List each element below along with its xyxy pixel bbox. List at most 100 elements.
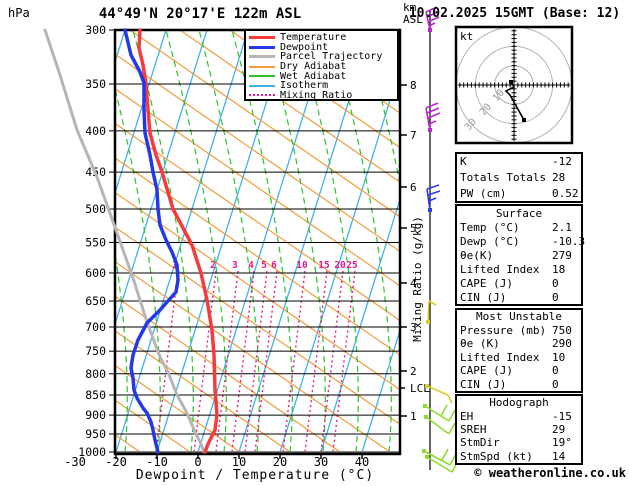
stat-value: 2.1: [552, 220, 572, 234]
wind-barb-marker: [428, 128, 432, 132]
mixing-ratio-value-label: 4: [248, 260, 254, 271]
legend-swatch-temperature: [249, 36, 275, 40]
pressure-tick-label: 700: [85, 320, 106, 334]
table-row: SREH 29: [457, 423, 581, 436]
stat-value: 0: [552, 377, 559, 391]
dry-adiabat-line: [116, 330, 290, 451]
legend: Temperature Dewpoint Parcel Trajectory Dry …: [244, 29, 399, 101]
temperature-axis-label: Dewpoint / Temperature (°C): [135, 468, 375, 483]
run-datetime: 10.02.2025 15GMT (Base: 12): [408, 6, 621, 21]
stat-label: SREH: [460, 422, 487, 436]
wind-barb: [425, 102, 441, 131]
wind-barb: [426, 385, 453, 404]
stat-label: Temp (°C): [460, 220, 520, 234]
stat-label: Dewp (°C): [460, 234, 520, 248]
mixing-ratio-value-label: 10: [296, 260, 308, 271]
table-row: θe(K) 279: [457, 249, 581, 262]
table-row: CAPE (J) 0: [457, 277, 581, 290]
height-axis-unit-km: km: [403, 1, 417, 14]
wet-adiabat-line: [132, 31, 194, 451]
mixing-ratio-value-label: 15: [318, 260, 330, 271]
legend-item: Isotherm: [249, 80, 397, 91]
height-tick-label: 6: [410, 181, 417, 194]
stat-label: Pressure (mb): [460, 323, 547, 337]
temperature-tick-label: 10: [232, 455, 246, 469]
height-axis: 8 7 6 5 4 3 2 LCL 1: [400, 79, 430, 423]
stats-section-surface: Surface Temp (°C) 2.1 Dewp (°C) -10.3 θe(K) 27…: [455, 204, 585, 306]
legend-swatch-parcel-trajectory: [249, 55, 275, 59]
legend-item: Dewpoint: [249, 42, 397, 53]
stat-label: CAPE (J): [460, 276, 513, 290]
isotherm-line: [116, 31, 208, 324]
hodograph-trace-marker: [522, 118, 526, 122]
stat-label: StmDir: [460, 436, 500, 450]
temperature-tick-label: -10: [146, 455, 168, 469]
stat-value: 0: [552, 290, 559, 304]
dry-adiabat-line: [116, 261, 390, 451]
stat-value: 0.52: [552, 186, 579, 200]
wind-barb-marker: [425, 384, 429, 388]
mixing-ratio-axis-label: Mixing Ratio (g/kg): [411, 216, 424, 342]
dry-adiabat-line: [116, 54, 399, 252]
height-tick-label: LCL: [410, 382, 430, 395]
stat-label: Totals Totals: [460, 170, 547, 184]
pressure-tick-label: 750: [85, 344, 106, 358]
stat-label: θe(K): [460, 248, 494, 262]
mixing-ratio-labels: 1 2 3 4 5 6 10 15 20 25: [172, 260, 358, 271]
wind-barb-marker: [426, 320, 430, 324]
copyright: © weatheronline.co.uk: [474, 466, 626, 480]
height-tick-label: 3: [410, 321, 417, 334]
table-row: Totals Totals 28: [457, 171, 581, 184]
stats-section-most-unstable: Most Unstable Pressure (mb) 750 θe (K) 290 Li…: [455, 308, 583, 393]
wind-barb-marker: [425, 455, 429, 459]
isotherm-line: [361, 331, 399, 451]
wet-adiabat-line: [1, 30, 61, 452]
legend-item: Parcel Trajectory: [249, 51, 397, 62]
wet-adiabat-line: [198, 31, 260, 451]
stat-value: 290: [552, 337, 572, 351]
page-title: 44°49'N 20°17'E 122m ASL: [98, 6, 302, 22]
stat-label: CAPE (J): [460, 364, 513, 378]
wet-adiabat-line: [165, 31, 227, 451]
stat-value: 0: [552, 364, 559, 378]
table-row: CAPE (J) 0: [457, 364, 581, 377]
table-row: θe (K) 290: [457, 337, 581, 350]
mixing-ratio-line: [244, 270, 268, 451]
pressure-tick-label: 950: [85, 427, 106, 441]
wind-barb: [425, 416, 456, 435]
wind-barb: [426, 184, 441, 211]
legend-label: Dry Adiabat: [280, 61, 347, 73]
isotherm-line: [0, 30, 84, 452]
parcel-trajectory-curve: [43, 28, 206, 454]
legend-item: Temperature: [249, 32, 397, 43]
legend-label: Mixing Ratio: [280, 89, 353, 101]
height-tick-label: 8: [410, 79, 417, 92]
stat-label: CIN (J): [460, 290, 507, 304]
wind-barb-marker: [422, 449, 426, 453]
hodograph-trace-marker: [509, 80, 513, 84]
pressure-tick-label: 1000: [78, 445, 106, 459]
stat-label: θe (K): [460, 337, 500, 351]
wet-adiabat-line: [116, 90, 161, 451]
wind-barb-marker: [428, 28, 432, 32]
pressure-grid: 3003504004505005506006507007508008509009…: [78, 23, 400, 459]
temperature-tick-label: 0: [194, 455, 201, 469]
mixing-ratio-value-label: 25: [346, 260, 358, 271]
stat-label: CIN (J): [460, 377, 507, 391]
table-row: PW (cm) 0.52: [457, 187, 581, 200]
stat-value: 28: [552, 170, 566, 184]
stat-value: 14: [552, 449, 566, 463]
temperature-tick-label: 20: [273, 455, 287, 469]
pressure-tick-label: 850: [85, 388, 106, 402]
mixing-ratio-value-label: 5: [261, 260, 267, 271]
stat-value: 279: [552, 248, 572, 262]
pressure-tick-label: 600: [85, 266, 106, 280]
wind-barb: [427, 300, 437, 323]
legend-swatch-mixing-ratio: [249, 94, 275, 97]
dry-adiabat-line: [116, 227, 399, 425]
legend-swatch-wet-adiabat: [249, 75, 275, 78]
stat-label: EH: [460, 409, 474, 423]
dry-adiabat-line: [116, 157, 399, 356]
table-row: EH -15: [457, 410, 581, 423]
height-tick-label: 1: [410, 410, 417, 423]
